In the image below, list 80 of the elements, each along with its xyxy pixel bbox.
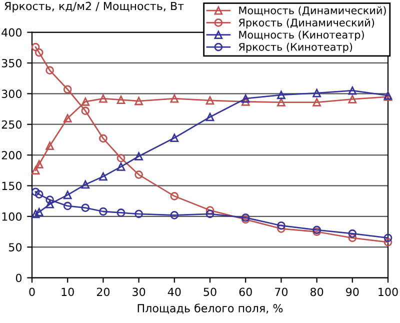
point: [116, 162, 126, 171]
point: [134, 96, 143, 106]
point: [81, 180, 90, 189]
x-tick-label: 100: [378, 288, 398, 296]
point: [31, 42, 40, 52]
point: [348, 234, 357, 242]
point: [46, 142, 54, 150]
legend-label: Яркость (Кинотеатр): [238, 42, 352, 53]
x-axis-title: Площадь белого поля, %: [138, 304, 283, 314]
legend-label: Мощность (Динамический): [239, 6, 386, 16]
point: [116, 154, 126, 162]
point: [134, 152, 143, 160]
point: [277, 224, 286, 233]
point: [46, 200, 54, 208]
y-tick-label: 100: [2, 212, 22, 221]
x-tick-label: 0: [29, 288, 35, 296]
y-tick-label: 0: [16, 274, 22, 282]
point: [31, 188, 40, 196]
point: [116, 208, 126, 217]
point: [312, 88, 321, 98]
point: [63, 85, 72, 94]
x-tick-label: 80: [310, 288, 324, 296]
point: [348, 95, 357, 104]
point: [170, 211, 179, 220]
point: [46, 196, 54, 204]
point: [99, 207, 108, 216]
point: [116, 96, 126, 104]
y-tick-label: 50: [8, 243, 22, 252]
y-tick-label: 250: [2, 120, 22, 129]
x-tick-label: 10: [62, 288, 74, 296]
point: [348, 86, 357, 95]
x-tick-label: 50: [204, 288, 216, 296]
y-tick-label: 350: [2, 58, 22, 68]
x-tick-label: 20: [96, 288, 110, 296]
x-tick-label: 70: [275, 288, 288, 296]
point: [46, 66, 54, 75]
y-tick-label: 150: [2, 182, 22, 190]
point: [34, 48, 44, 57]
point: [31, 166, 40, 175]
point: [277, 221, 286, 230]
point: [99, 94, 108, 103]
point: [134, 210, 143, 218]
x-tick-label: 30: [132, 288, 146, 296]
point: [99, 134, 108, 143]
point: [348, 229, 357, 238]
point: [81, 106, 90, 116]
point: [277, 90, 286, 100]
point: [241, 97, 250, 106]
point: [170, 134, 179, 142]
y-axis-title: Яркость, кд/м2 / Мощность, Вт: [4, 2, 184, 12]
point: [34, 190, 44, 198]
point: [134, 170, 143, 179]
point: [34, 208, 44, 216]
point: [170, 94, 179, 103]
point: [63, 202, 72, 210]
point: [81, 97, 90, 106]
point: [81, 204, 90, 212]
point: [63, 114, 72, 122]
point: [384, 238, 392, 246]
x-tick-label: 60: [239, 288, 252, 296]
x-tick-label: 40: [168, 288, 181, 296]
point: [206, 210, 214, 218]
point: [312, 98, 321, 106]
y-tick-label: 300: [2, 90, 22, 98]
point: [170, 192, 179, 200]
point: [206, 112, 214, 122]
point: [241, 94, 250, 103]
point: [31, 210, 40, 218]
point: [99, 172, 108, 181]
point: [206, 206, 214, 214]
point: [63, 190, 72, 200]
point: [206, 96, 214, 105]
point: [277, 98, 286, 106]
point: [384, 234, 392, 242]
y-tick-label: 400: [2, 28, 22, 37]
y-tick-label: 200: [2, 151, 22, 160]
legend-label: Яркость (Динамический): [238, 18, 374, 29]
point: [34, 160, 44, 168]
x-tick-label: 90: [346, 288, 359, 296]
legend-label: Мощность (Кинотеатр): [239, 30, 364, 41]
